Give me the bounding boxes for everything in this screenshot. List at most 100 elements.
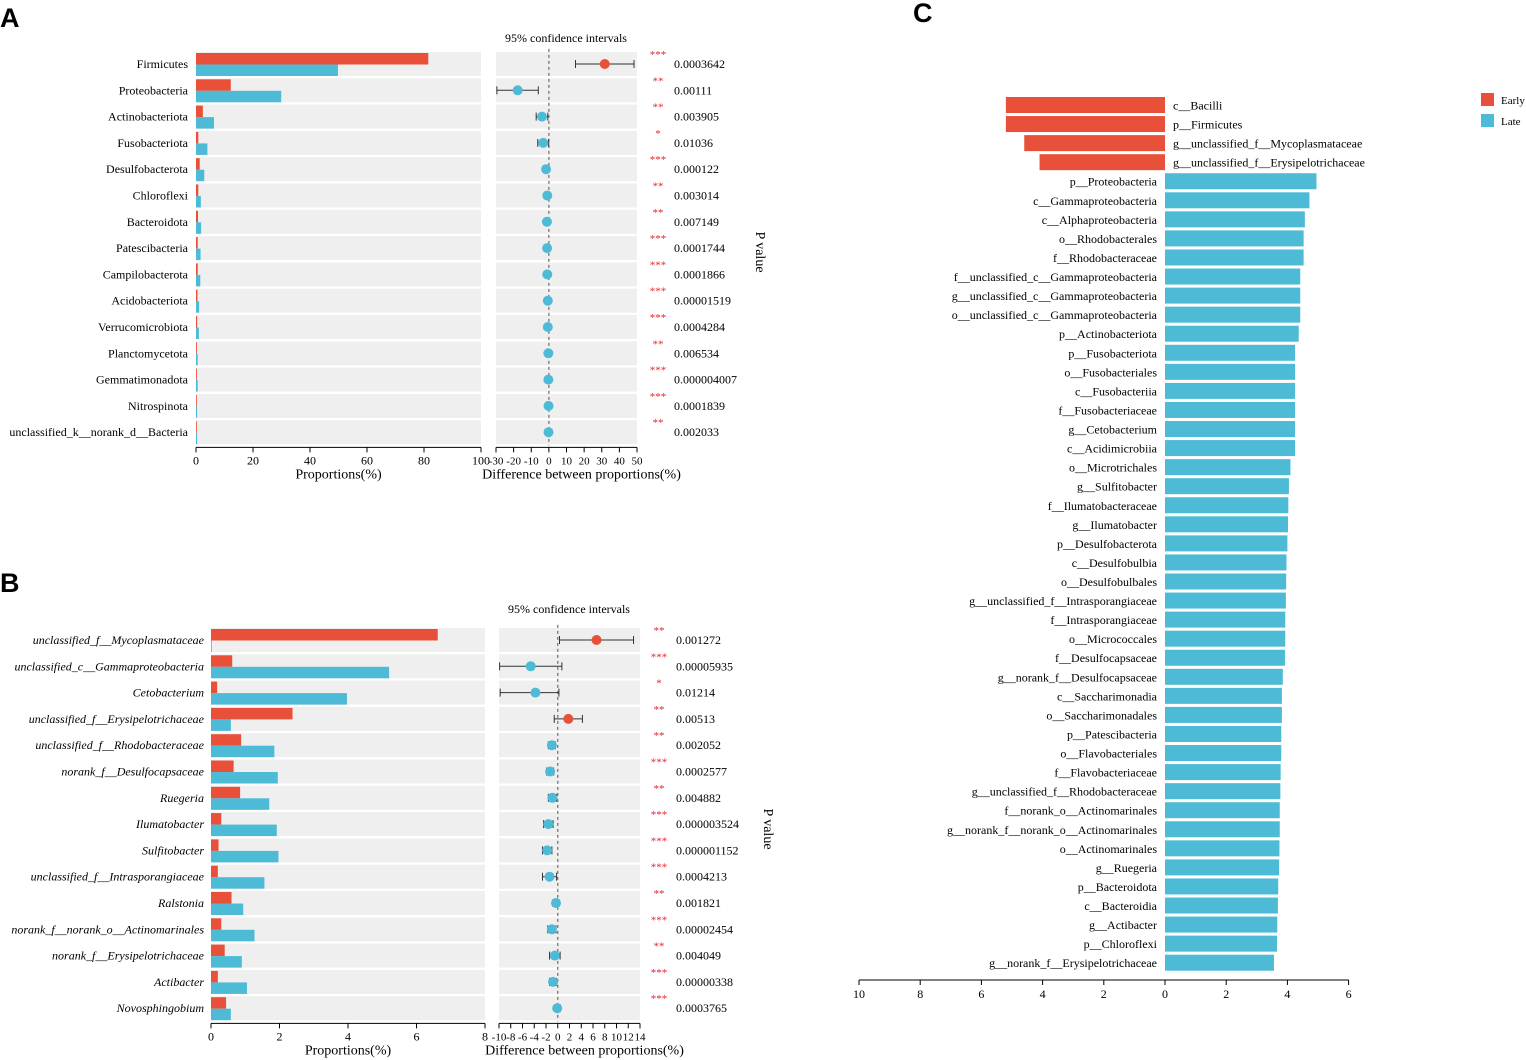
p-value: 0.00111 [674, 83, 712, 97]
early-bar [211, 892, 232, 904]
taxon-label: g__Cetobacterium [1068, 423, 1157, 437]
late-bar [196, 169, 205, 182]
lda-axis-tick-label: 2 [1101, 987, 1107, 1001]
category-label: unclassified_f__Mycoplasmataceae [33, 633, 205, 647]
lda-bar [1165, 802, 1280, 819]
p-value: 0.0001866 [674, 267, 725, 281]
difference-point [550, 898, 561, 908]
lda-bar [1165, 268, 1301, 285]
late-bar [211, 640, 212, 652]
p-value: 0.0004284 [674, 320, 725, 334]
taxon-label: g__norank_f__Desulfocapsaceae [998, 670, 1157, 684]
taxon-label: c__Alphaproteobacteria [1042, 213, 1158, 227]
early-bar [196, 316, 198, 328]
early-bar [211, 681, 218, 694]
difference-point [548, 976, 559, 987]
taxon-label: g__unclassified_c__Gammaproteobacteria [952, 289, 1158, 303]
early-bar [211, 997, 227, 1009]
p-value: 0.004049 [676, 949, 721, 963]
early-bar [196, 289, 198, 302]
right-axis-tick-label: -10 [524, 455, 539, 467]
late-bar [196, 406, 198, 418]
left-row-background [196, 393, 481, 418]
taxon-label: o__Microtrichales [1069, 461, 1157, 475]
lda-bar [1165, 706, 1282, 723]
difference-point [543, 427, 554, 438]
taxon-label: c__Desulfobulbia [1072, 556, 1158, 570]
p-value: 0.003905 [674, 110, 719, 124]
late-bar [211, 956, 242, 968]
left-row-background [211, 917, 485, 942]
lda-bar [1165, 516, 1289, 533]
significance-stars: *** [650, 49, 667, 61]
difference-point [542, 190, 553, 201]
lda-axis-tick-label: 8 [917, 987, 923, 1001]
panel-c-chart: c__Bacilli p__Firmicutes g__unclassified_f… [853, 93, 1525, 1001]
lda-bar [1165, 745, 1282, 762]
p-value: 0.002033 [674, 425, 719, 439]
difference-point [543, 348, 554, 359]
left-row-background [196, 341, 481, 366]
lda-bar [1165, 478, 1289, 495]
lda-bar [1024, 135, 1165, 152]
right-row-background [499, 838, 640, 863]
p-value: 0.00000338 [676, 975, 733, 989]
left-x-axis-label: Proportions(%) [295, 467, 382, 482]
significance-stars: *** [650, 259, 667, 271]
difference-point [525, 661, 536, 672]
difference-point [552, 1003, 563, 1014]
difference-point [542, 269, 553, 280]
significance-stars: *** [650, 365, 667, 377]
right-axis-tick-label: 2 [567, 1031, 573, 1043]
left-axis-tick-label: 4 [345, 1029, 351, 1043]
taxon-label: p__Chloroflexi [1084, 937, 1158, 951]
significance-stars: ** [653, 102, 664, 114]
taxon-label: p__Desulfobacterota [1057, 537, 1158, 551]
category-label: Bacteroidota [127, 215, 189, 229]
lda-bar [1165, 897, 1278, 914]
lda-bar [1165, 783, 1281, 800]
category-label: norank_f__Erysipelotrichaceae [52, 949, 205, 963]
lda-bar [1005, 116, 1165, 133]
taxon-label: c__Fusobacteriia [1075, 384, 1158, 398]
late-bar [211, 850, 279, 863]
right-row-background [499, 969, 640, 994]
difference-point [542, 243, 553, 254]
legend-label-late: Late [1501, 116, 1521, 128]
late-bar [211, 982, 247, 994]
lda-bar [1039, 154, 1165, 171]
lda-bar [1165, 192, 1310, 209]
right-row-background [499, 891, 640, 915]
right-axis-tick-label: -8 [506, 1031, 516, 1043]
difference-point [549, 950, 560, 961]
taxon-label: g__unclassified_f__Rhodobacteraceae [972, 785, 1157, 799]
p-value: 0.0001744 [674, 241, 725, 255]
right-axis-tick-label: -4 [530, 1031, 540, 1043]
right-row-background [496, 341, 637, 366]
lda-bar [1165, 249, 1304, 266]
late-bar [196, 274, 201, 287]
right-axis-tick-label: 10 [561, 455, 573, 467]
late-bar [196, 353, 198, 366]
early-bar [196, 210, 198, 223]
taxon-label: p__Patescibacteria [1067, 727, 1158, 741]
p-value-axis-label: P value [760, 808, 775, 849]
lda-bar [1165, 725, 1282, 742]
taxon-label: f__Ilumatobacteraceae [1048, 499, 1157, 513]
late-bar [196, 117, 214, 129]
lda-bar [1165, 821, 1280, 838]
taxon-label: f__norank_o__Actinomarinales [1004, 804, 1157, 818]
taxon-label: f__Rhodobacteraceae [1053, 251, 1157, 265]
early-bar [196, 394, 197, 407]
p-value: 0.00002454 [676, 922, 733, 936]
early-bar [196, 184, 199, 196]
late-bar [196, 327, 199, 339]
panel-label-c: C [913, 0, 933, 28]
taxon-label: g__Actibacter [1089, 918, 1157, 932]
right-axis-tick-label: 40 [614, 455, 626, 467]
left-row-background [211, 969, 485, 994]
significance-stars: * [656, 678, 662, 690]
category-label: unclassified_f__Erysipelotrichaceae [29, 712, 205, 726]
early-bar [196, 342, 197, 354]
significance-stars: *** [650, 391, 667, 403]
